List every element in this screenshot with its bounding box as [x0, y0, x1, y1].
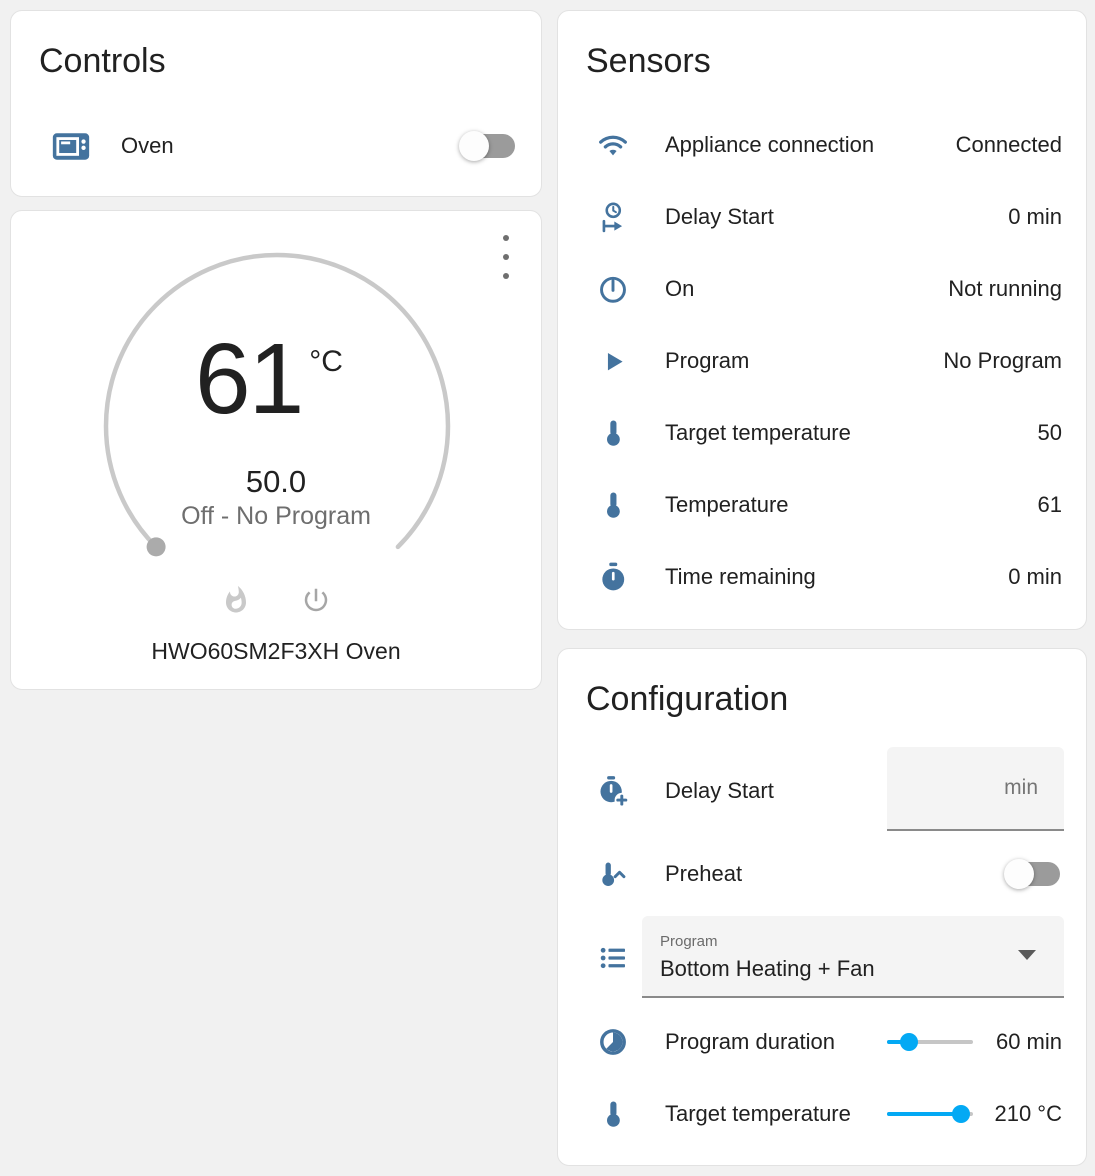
dial-knob[interactable] [146, 537, 166, 557]
current-temperature-value: 61 [195, 323, 304, 435]
input-suffix: min [1004, 776, 1038, 799]
slider-thumb[interactable] [900, 1033, 919, 1051]
off-mode-power-icon[interactable] [301, 585, 331, 615]
sensor-label: Program [665, 348, 750, 373]
controls-card: Controls Oven [10, 10, 542, 197]
slider-fill [887, 1112, 961, 1116]
timelapse-icon [597, 1026, 629, 1058]
sensor-row-program[interactable]: Program No Program [558, 325, 1086, 397]
target-temperature-slider[interactable] [887, 1104, 973, 1124]
delay-start-input[interactable]: min [887, 747, 1064, 831]
toggle-thumb [459, 131, 489, 161]
power-standby-icon [597, 273, 629, 305]
slider-track[interactable] [887, 1040, 973, 1044]
temperature-unit: °C [309, 345, 343, 378]
program-duration-value: 60 min [995, 1029, 1062, 1054]
delay-start-label: Delay Start [665, 778, 774, 803]
thermometer-icon [597, 1098, 629, 1130]
program-duration-slider[interactable] [887, 1032, 973, 1052]
sensor-value: 50 [1037, 420, 1062, 445]
sensor-value: 0 min [1008, 564, 1062, 589]
chevron-down-icon [1018, 950, 1036, 960]
slider-thumb[interactable] [951, 1105, 970, 1123]
sensor-value: Connected [955, 132, 1062, 157]
more-options-icon[interactable] [497, 235, 515, 279]
target-temperature-value: 210 °C [994, 1101, 1062, 1126]
heat-mode-flame-icon[interactable] [221, 585, 251, 615]
hvac-mode-row [11, 585, 541, 615]
sensor-label: Temperature [665, 492, 789, 517]
thermostat-dial[interactable] [11, 211, 543, 691]
play-icon [597, 345, 629, 377]
oven-thermostat-card: 61 °C 50.0 Off - No Program HWO60SM2F3XH… [10, 210, 542, 690]
sensor-label: Appliance connection [665, 132, 875, 157]
oven-toggle[interactable] [459, 131, 515, 161]
sensor-row-delay-start[interactable]: Delay Start 0 min [558, 181, 1086, 253]
preheat-label: Preheat [665, 861, 743, 886]
timer-plus-icon [597, 775, 629, 807]
target-temperature-label: Target temperature [665, 1101, 851, 1126]
sensor-label: Time remaining [665, 564, 816, 589]
current-temperature: 61 °C [11, 329, 541, 429]
program-select-label: Program [660, 933, 718, 950]
sensor-row-appliance-connection[interactable]: Appliance connection Connected [558, 109, 1086, 181]
sensor-value: 61 [1037, 492, 1062, 517]
program-duration-label: Program duration [665, 1029, 835, 1054]
configuration-card: Configuration Delay Start min Preheat [557, 648, 1087, 1166]
thermometer-icon [597, 489, 629, 521]
climate-status: Off - No Program [181, 502, 371, 530]
sensor-row-time-remaining[interactable]: Time remaining 0 min [558, 541, 1086, 613]
sensors-card-title: Sensors [586, 42, 711, 80]
list-icon [597, 942, 629, 974]
timer-icon [597, 561, 629, 593]
wifi-icon [597, 129, 629, 161]
program-select-value: Bottom Heating + Fan [660, 956, 875, 981]
sensor-label: Target temperature [665, 420, 851, 445]
sensor-value: Not running [948, 276, 1062, 301]
oven-icon [51, 130, 91, 168]
sensor-label: Delay Start [665, 204, 774, 229]
sensor-row-on[interactable]: On Not running [558, 253, 1086, 325]
device-name: HWO60SM2F3XH Oven [151, 638, 401, 664]
target-temperature-value: 50.0 [245, 464, 307, 499]
configuration-card-title: Configuration [586, 680, 789, 718]
sensor-row-target-temperature[interactable]: Target temperature 50 [558, 397, 1086, 469]
oven-label: Oven [121, 133, 174, 158]
slider-fill [887, 1040, 910, 1044]
thermometer-chevron-up-icon [597, 858, 629, 890]
sensors-card: Sensors Appliance connection Connected D… [557, 10, 1087, 630]
toggle-thumb [1004, 859, 1034, 889]
sensor-value: No Program [943, 348, 1062, 373]
preheat-toggle[interactable] [1004, 859, 1060, 889]
sensor-row-temperature[interactable]: Temperature 61 [558, 469, 1086, 541]
delay-start-icon [597, 201, 629, 233]
program-select[interactable]: Program Bottom Heating + Fan [642, 916, 1064, 998]
thermometer-icon [597, 417, 629, 449]
sensor-label: On [665, 276, 695, 301]
sensor-value: 0 min [1008, 204, 1062, 229]
controls-card-title: Controls [39, 42, 166, 80]
